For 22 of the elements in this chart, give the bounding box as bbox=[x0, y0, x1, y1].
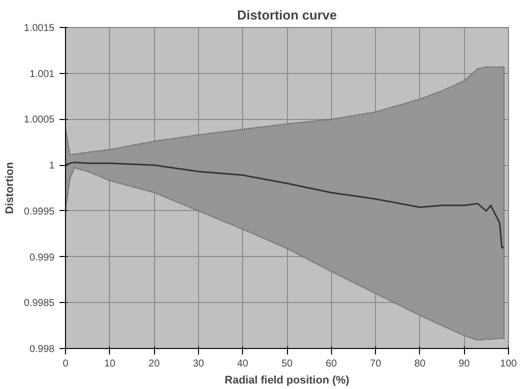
y-tick-label: 1.001 bbox=[29, 68, 55, 80]
x-tick-label: 90 bbox=[458, 358, 470, 370]
x-tick-label: 100 bbox=[500, 358, 518, 370]
y-tick-label: 1 bbox=[48, 160, 55, 172]
x-tick-label: 10 bbox=[104, 358, 116, 370]
y-tick-label: 0.9995 bbox=[24, 206, 55, 218]
x-tick-label: 40 bbox=[237, 358, 249, 370]
x-tick-label: 0 bbox=[62, 358, 69, 370]
x-tick-label: 80 bbox=[414, 358, 426, 370]
chart-title: Distortion curve bbox=[237, 8, 337, 22]
y-tick-label: 1.0015 bbox=[24, 23, 55, 34]
y-tick-label: 0.999 bbox=[29, 252, 55, 264]
y-tick-label: 1.0005 bbox=[24, 114, 55, 126]
x-tick-label: 50 bbox=[281, 358, 293, 370]
x-axis-title: Radial field position (%) bbox=[224, 374, 350, 386]
y-axis-title: Distortion bbox=[4, 162, 16, 214]
y-tick-label: 0.998 bbox=[29, 344, 55, 355]
x-tick-label: 20 bbox=[148, 358, 160, 370]
x-tick-label: 60 bbox=[326, 358, 338, 370]
y-tick-label: 0.9985 bbox=[24, 298, 55, 310]
x-tick-label: 70 bbox=[370, 358, 382, 370]
x-tick-label: 30 bbox=[192, 358, 204, 370]
